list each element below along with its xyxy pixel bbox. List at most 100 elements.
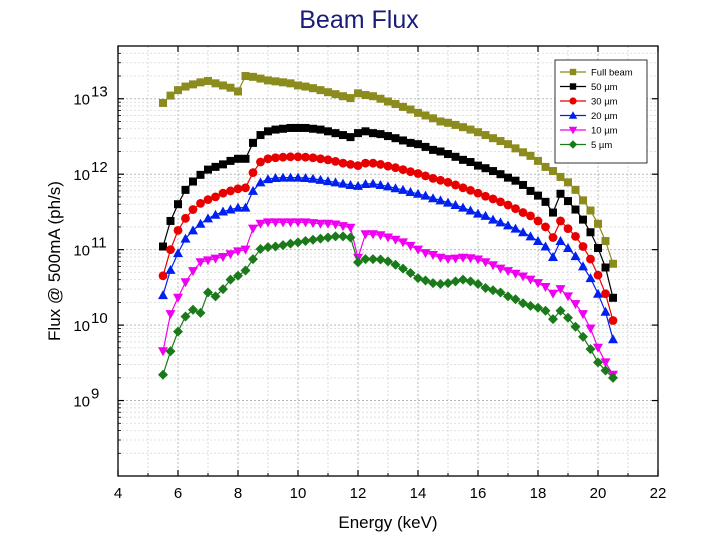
x-tick-label: 22: [650, 485, 667, 502]
data-point: [510, 269, 521, 279]
data-point: [480, 283, 491, 294]
x-tick-label: 20: [590, 485, 607, 502]
series-2: [158, 152, 618, 325]
data-point: [293, 237, 303, 248]
data-point: [488, 194, 498, 204]
data-point: [301, 152, 310, 162]
y-tick-label: 10: [73, 318, 90, 335]
data-point: [158, 290, 168, 300]
data-point: [159, 98, 167, 107]
data-point: [511, 204, 520, 213]
data-point: [248, 254, 258, 265]
data-point: [518, 208, 528, 217]
data-point: [489, 134, 497, 143]
data-point: [578, 310, 588, 320]
data-point: [354, 129, 362, 138]
data-point: [308, 153, 318, 163]
data-point: [315, 219, 326, 229]
data-point: [435, 253, 446, 263]
data-point: [473, 255, 483, 265]
data-point: [585, 273, 596, 283]
y-tick-label: 10: [73, 394, 90, 411]
legend-marker: [568, 126, 578, 135]
data-point: [278, 240, 288, 251]
data-point: [173, 326, 183, 337]
x-tick-label: 18: [530, 485, 547, 502]
data-point: [473, 188, 483, 198]
legend-label: 20 µm: [591, 111, 618, 122]
data-point: [286, 152, 295, 162]
data-point: [570, 321, 581, 332]
data-point: [225, 274, 236, 285]
data-point: [571, 205, 580, 214]
data-point: [608, 334, 618, 344]
data-point: [211, 192, 220, 202]
data-point: [181, 185, 190, 194]
data-point: [458, 202, 468, 212]
data-point: [339, 131, 347, 140]
data-point: [316, 154, 325, 164]
data-point: [188, 267, 198, 277]
legend-label: 30 µm: [591, 97, 618, 108]
y-axis-label: Flux @ 500mA (ph/s): [45, 181, 64, 341]
y-tick-label: 10: [73, 167, 90, 184]
data-point: [578, 331, 588, 342]
data-point: [563, 292, 573, 302]
data-point: [203, 195, 213, 205]
data-point: [189, 80, 197, 89]
x-tick-label: 8: [234, 485, 242, 502]
data-point: [548, 314, 558, 325]
data-point: [458, 183, 468, 193]
data-point: [255, 219, 266, 229]
data-point: [480, 258, 491, 268]
data-point: [376, 130, 385, 139]
data-point: [241, 154, 250, 163]
legend-marker: [569, 68, 577, 76]
data-point: [489, 167, 497, 176]
data-point: [556, 216, 565, 226]
legend-item: 50 µm: [560, 82, 618, 93]
data-point: [534, 191, 542, 200]
data-point: [316, 125, 325, 134]
data-point: [540, 282, 551, 292]
data-point: [593, 288, 603, 298]
data-point: [593, 270, 603, 280]
data-point: [556, 172, 565, 181]
data-point: [315, 233, 326, 244]
data-point: [541, 197, 550, 206]
data-point: [586, 228, 595, 237]
data-point: [158, 347, 168, 357]
data-point: [345, 232, 356, 243]
data-point: [384, 97, 392, 106]
data-point: [518, 227, 528, 237]
data-point: [338, 178, 348, 188]
data-point: [533, 279, 543, 289]
data-point: [360, 254, 371, 265]
data-point: [331, 156, 340, 166]
y-tick-exponent: 12: [91, 159, 108, 176]
data-point: [180, 278, 191, 288]
data-point: [480, 210, 491, 220]
data-point: [300, 173, 311, 183]
data-point: [293, 152, 303, 162]
data-point: [368, 178, 378, 188]
data-point: [270, 241, 281, 252]
data-point: [436, 117, 445, 126]
data-point: [511, 176, 520, 185]
legend-item: 5 µm: [560, 140, 612, 151]
data-point: [585, 324, 596, 334]
data-point: [459, 155, 467, 164]
data-point: [158, 271, 168, 281]
y-tick-exponent: 9: [91, 386, 99, 403]
data-point: [481, 191, 490, 201]
data-point: [383, 256, 393, 267]
data-point: [308, 234, 318, 245]
data-point: [330, 220, 341, 230]
data-point: [166, 216, 175, 225]
data-point: [188, 225, 198, 235]
data-point: [166, 91, 175, 100]
data-point: [249, 138, 257, 147]
data-point: [510, 223, 521, 233]
data-point: [525, 275, 536, 285]
legend-label: 10 µm: [591, 126, 618, 137]
